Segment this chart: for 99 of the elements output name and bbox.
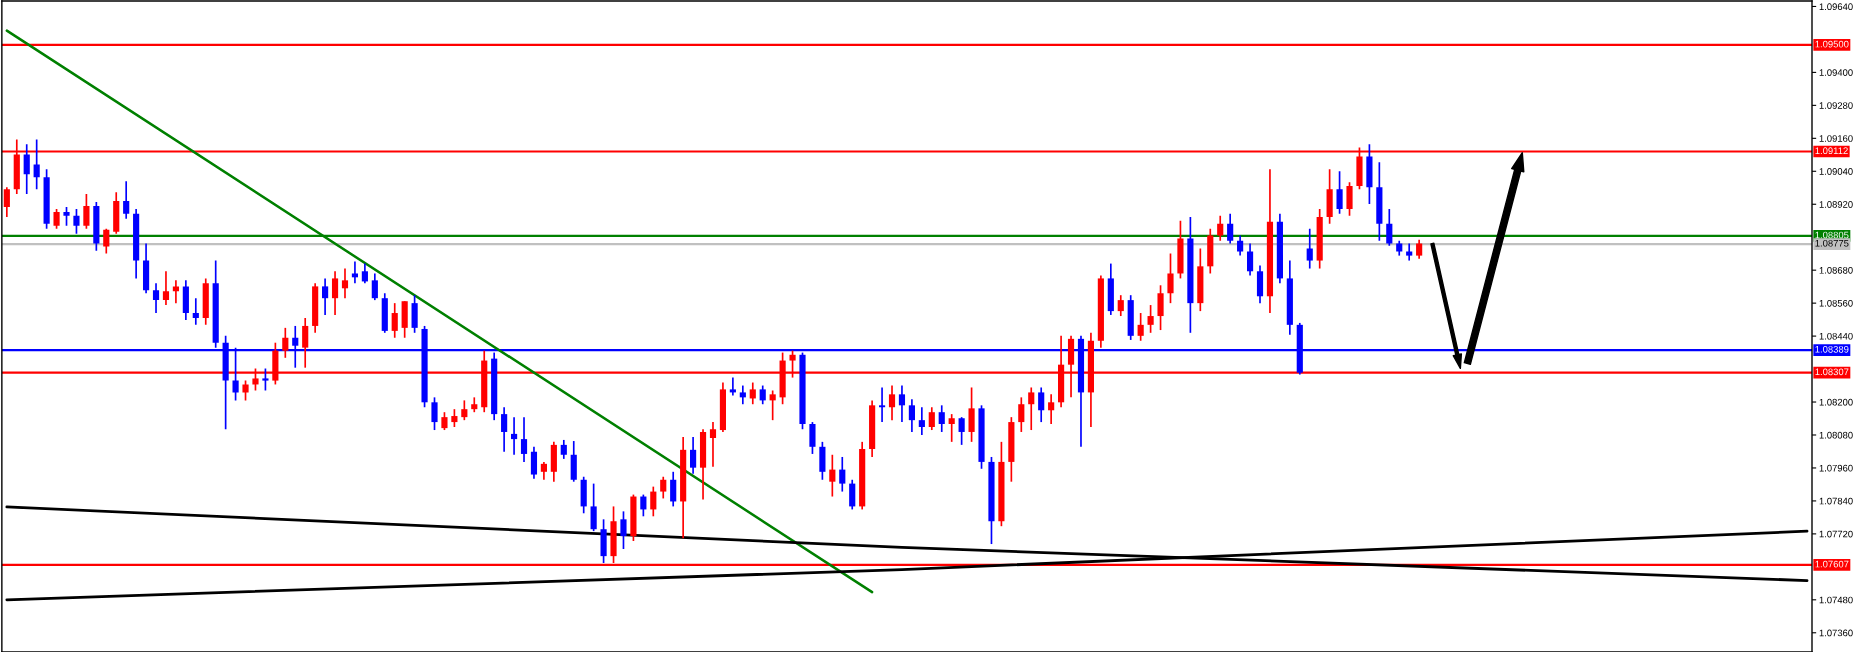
y-tick-label: 1.08200: [1819, 398, 1853, 406]
ref-line-label: 1.08775: [1815, 239, 1849, 247]
candlestick: [461, 399, 468, 421]
y-tick-label: 1.08680: [1819, 267, 1853, 274]
candlestick: [192, 297, 199, 326]
y-tick-label: 1.07960: [1819, 464, 1853, 472]
candlestick: [888, 384, 896, 421]
candlestick: [341, 267, 349, 300]
candlestick: [1217, 214, 1224, 242]
candlestick: [322, 277, 329, 316]
candlestick: [371, 272, 378, 301]
candlestick: [73, 208, 80, 235]
candlestick: [709, 421, 717, 468]
candlestick: [769, 389, 776, 421]
candlestick: [391, 302, 398, 339]
candlestick: [839, 456, 846, 493]
candlestick: [739, 384, 746, 406]
candlestick: [1137, 312, 1144, 342]
y-tick-label: 1.07840: [1819, 497, 1853, 505]
candlestick: [1167, 252, 1174, 304]
candlestick: [510, 416, 518, 456]
candlestick: [1157, 284, 1164, 331]
ref-line-label: 1.08389: [1815, 345, 1849, 353]
candlestick: [1306, 227, 1313, 270]
candlestick: [878, 386, 886, 423]
candlestick: [849, 478, 856, 511]
candlestick: [968, 386, 975, 443]
y-tick-label: 1.07720: [1819, 530, 1853, 538]
candlestick: [1227, 213, 1234, 245]
y-tick-label: 1.09040: [1819, 168, 1853, 175]
candlestick: [63, 206, 70, 227]
candlestick: [918, 406, 925, 436]
y-tick-label: 1.09640: [1819, 3, 1853, 10]
candlestick: [520, 416, 528, 463]
ref-line-label: 1.08307: [1815, 368, 1849, 376]
candlestick: [590, 482, 597, 532]
candlestick: [1018, 396, 1025, 433]
y-tick-label: 1.07360: [1819, 629, 1853, 637]
y-tick-label: 1.08080: [1819, 431, 1853, 439]
candlestick: [1416, 238, 1423, 260]
candlestick: [262, 367, 269, 392]
candlestick: [501, 406, 508, 453]
candlestick: [351, 260, 359, 285]
candlestick: [302, 317, 309, 369]
candlestick: [749, 381, 756, 406]
candlestick: [152, 282, 160, 314]
candlestick: [938, 404, 945, 433]
y-tick-label: 1.08920: [1819, 201, 1853, 208]
ref-line-label: 1.09112: [1815, 147, 1848, 155]
candlestick: [620, 510, 627, 550]
candlestick: [331, 270, 339, 316]
y-tick-label: 1.09160: [1819, 135, 1853, 142]
y-tick-label: 1.08560: [1819, 299, 1853, 307]
candlestick: [729, 376, 736, 397]
candlestick: [282, 327, 289, 359]
candlestick: [958, 416, 965, 446]
candlestick: [908, 398, 915, 433]
candlestick: [530, 445, 538, 480]
candlestick: [690, 436, 697, 475]
candlestick: [928, 406, 935, 431]
y-tick-label: 1.09400: [1819, 69, 1853, 76]
ref-line-label: 1.09500: [1815, 40, 1849, 48]
candlestick: [1386, 208, 1393, 247]
candlestick: [670, 470, 677, 508]
candlestick: [640, 493, 647, 518]
candlestick: [1346, 181, 1353, 217]
candlestick: [33, 138, 40, 190]
candlestick: [829, 453, 836, 498]
candlestick: [560, 439, 567, 460]
candlestick: [650, 485, 657, 518]
candlestick: [123, 180, 130, 220]
candlestick: [1237, 234, 1244, 257]
candlestick: [898, 384, 906, 423]
y-tick-label: 1.09280: [1819, 102, 1853, 109]
candlestick: [162, 270, 170, 306]
candlestick: [23, 143, 30, 195]
candlestick: [3, 186, 10, 218]
candlestick: [759, 384, 766, 406]
candlestick: [103, 227, 110, 255]
candlestick: [361, 262, 368, 285]
candlestick: [172, 279, 179, 304]
candlestick: [1147, 304, 1154, 334]
candlestick: [1336, 170, 1343, 215]
candlestick: [660, 475, 667, 500]
y-tick-label: 1.07480: [1819, 596, 1853, 604]
candlestick: [948, 413, 955, 443]
candlestick: [1246, 242, 1254, 277]
candlestick: [431, 396, 438, 431]
candlestick: [1048, 393, 1055, 425]
ref-line-label: 1.08805: [1815, 231, 1849, 239]
ref-line-label: 1.07607: [1815, 560, 1849, 568]
candlestick: [83, 193, 90, 230]
candlestick: [1038, 386, 1045, 423]
candlestick: [1028, 386, 1035, 431]
y-tick-label: 1.08440: [1819, 332, 1853, 340]
candlestick: [1117, 294, 1124, 317]
candlestick: [809, 421, 816, 455]
candlestick: [242, 379, 249, 402]
candlestick: [53, 208, 60, 230]
